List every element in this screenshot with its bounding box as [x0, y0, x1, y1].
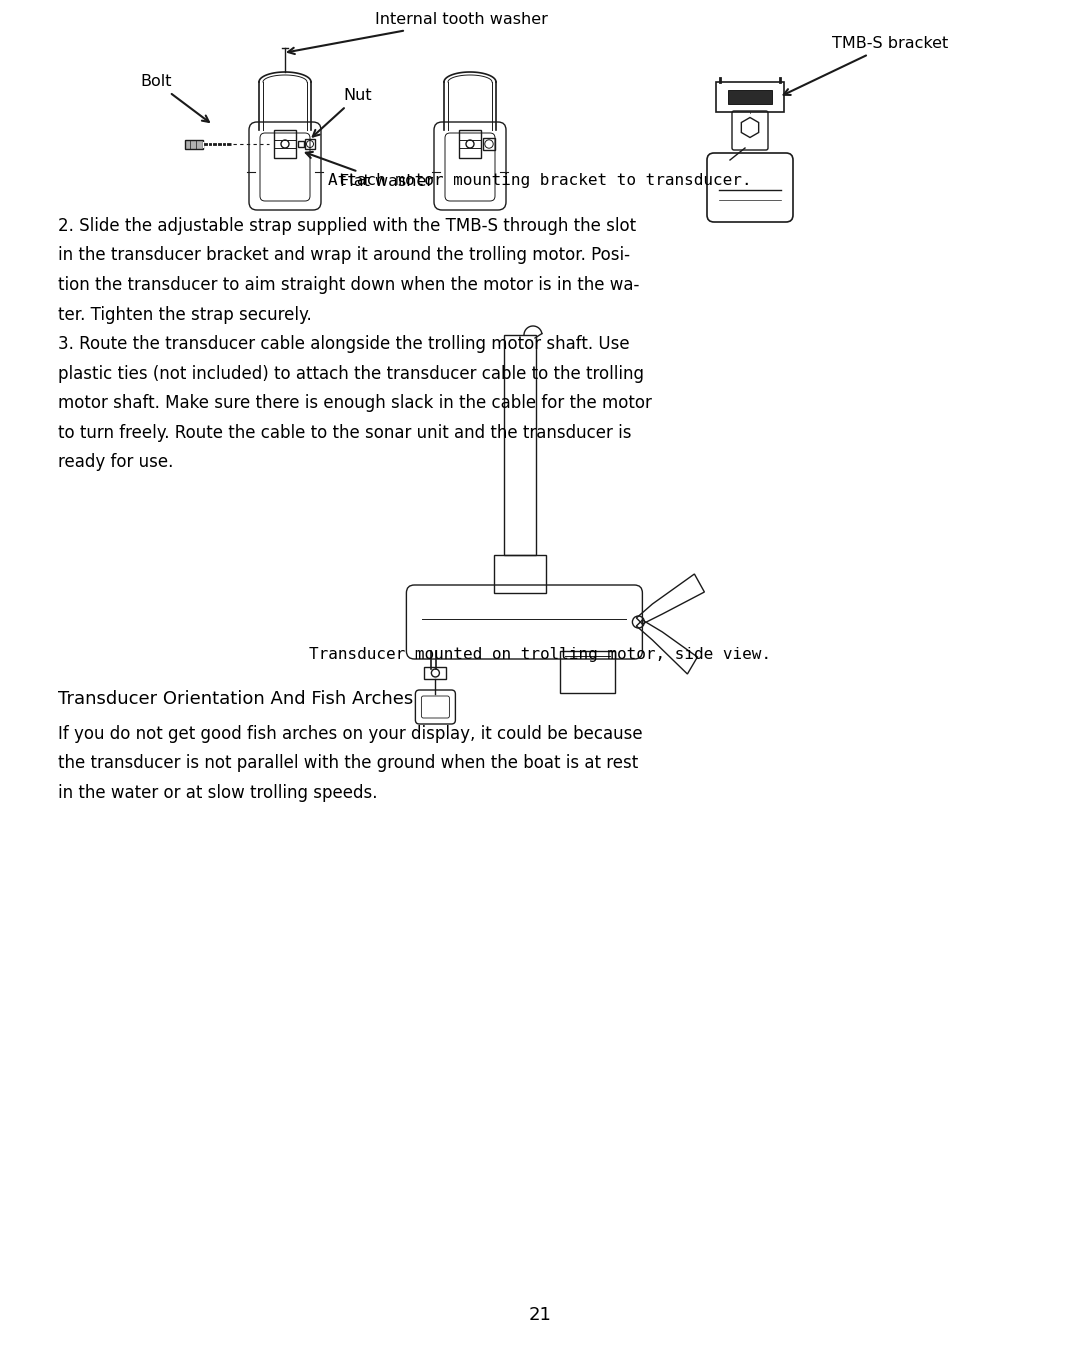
Text: tion the transducer to aim straight down when the motor is in the wa-: tion the transducer to aim straight down… — [58, 276, 639, 294]
Text: Attach motor mounting bracket to transducer.: Attach motor mounting bracket to transdu… — [328, 172, 752, 187]
Bar — [494, 556, 546, 593]
Text: 3. Route the transducer cable alongside the trolling motor shaft. Use: 3. Route the transducer cable alongside … — [58, 335, 630, 354]
Bar — [728, 89, 772, 104]
Bar — [483, 138, 495, 150]
Text: motor shaft. Make sure there is enough slack in the cable for the motor: motor shaft. Make sure there is enough s… — [58, 394, 652, 412]
Text: plastic ties (not included) to attach the transducer cable to the trolling: plastic ties (not included) to attach th… — [58, 364, 644, 382]
Text: Bolt: Bolt — [140, 75, 208, 122]
Text: Nut: Nut — [313, 88, 372, 137]
Text: the transducer is not parallel with the ground when the boat is at rest: the transducer is not parallel with the … — [58, 755, 638, 772]
Text: Flat washer: Flat washer — [306, 152, 433, 190]
Text: Transducer mounted on trolling motor, side view.: Transducer mounted on trolling motor, si… — [309, 648, 771, 663]
Text: in the water or at slow trolling speeds.: in the water or at slow trolling speeds. — [58, 785, 378, 802]
Bar — [274, 130, 296, 159]
Bar — [459, 130, 481, 159]
Bar — [716, 83, 784, 112]
Text: Internal tooth washer: Internal tooth washer — [288, 12, 548, 54]
Text: 2. Slide the adjustable strap supplied with the TMB-S through the slot: 2. Slide the adjustable strap supplied w… — [58, 217, 636, 234]
Bar — [298, 141, 303, 146]
Text: TMB-S bracket: TMB-S bracket — [784, 37, 948, 95]
Bar — [305, 140, 315, 149]
Text: in the transducer bracket and wrap it around the trolling motor. Posi-: in the transducer bracket and wrap it ar… — [58, 247, 630, 264]
Bar — [424, 667, 446, 679]
Text: ready for use.: ready for use. — [58, 453, 174, 472]
Text: If you do not get good fish arches on your display, it could be because: If you do not get good fish arches on yo… — [58, 725, 643, 743]
Bar — [504, 335, 536, 556]
Text: Transducer Orientation And Fish Arches: Transducer Orientation And Fish Arches — [58, 690, 414, 709]
Bar — [185, 140, 203, 149]
Text: to turn freely. Route the cable to the sonar unit and the transducer is: to turn freely. Route the cable to the s… — [58, 424, 632, 442]
Text: 21: 21 — [528, 1306, 552, 1324]
Text: ter. Tighten the strap securely.: ter. Tighten the strap securely. — [58, 305, 312, 324]
